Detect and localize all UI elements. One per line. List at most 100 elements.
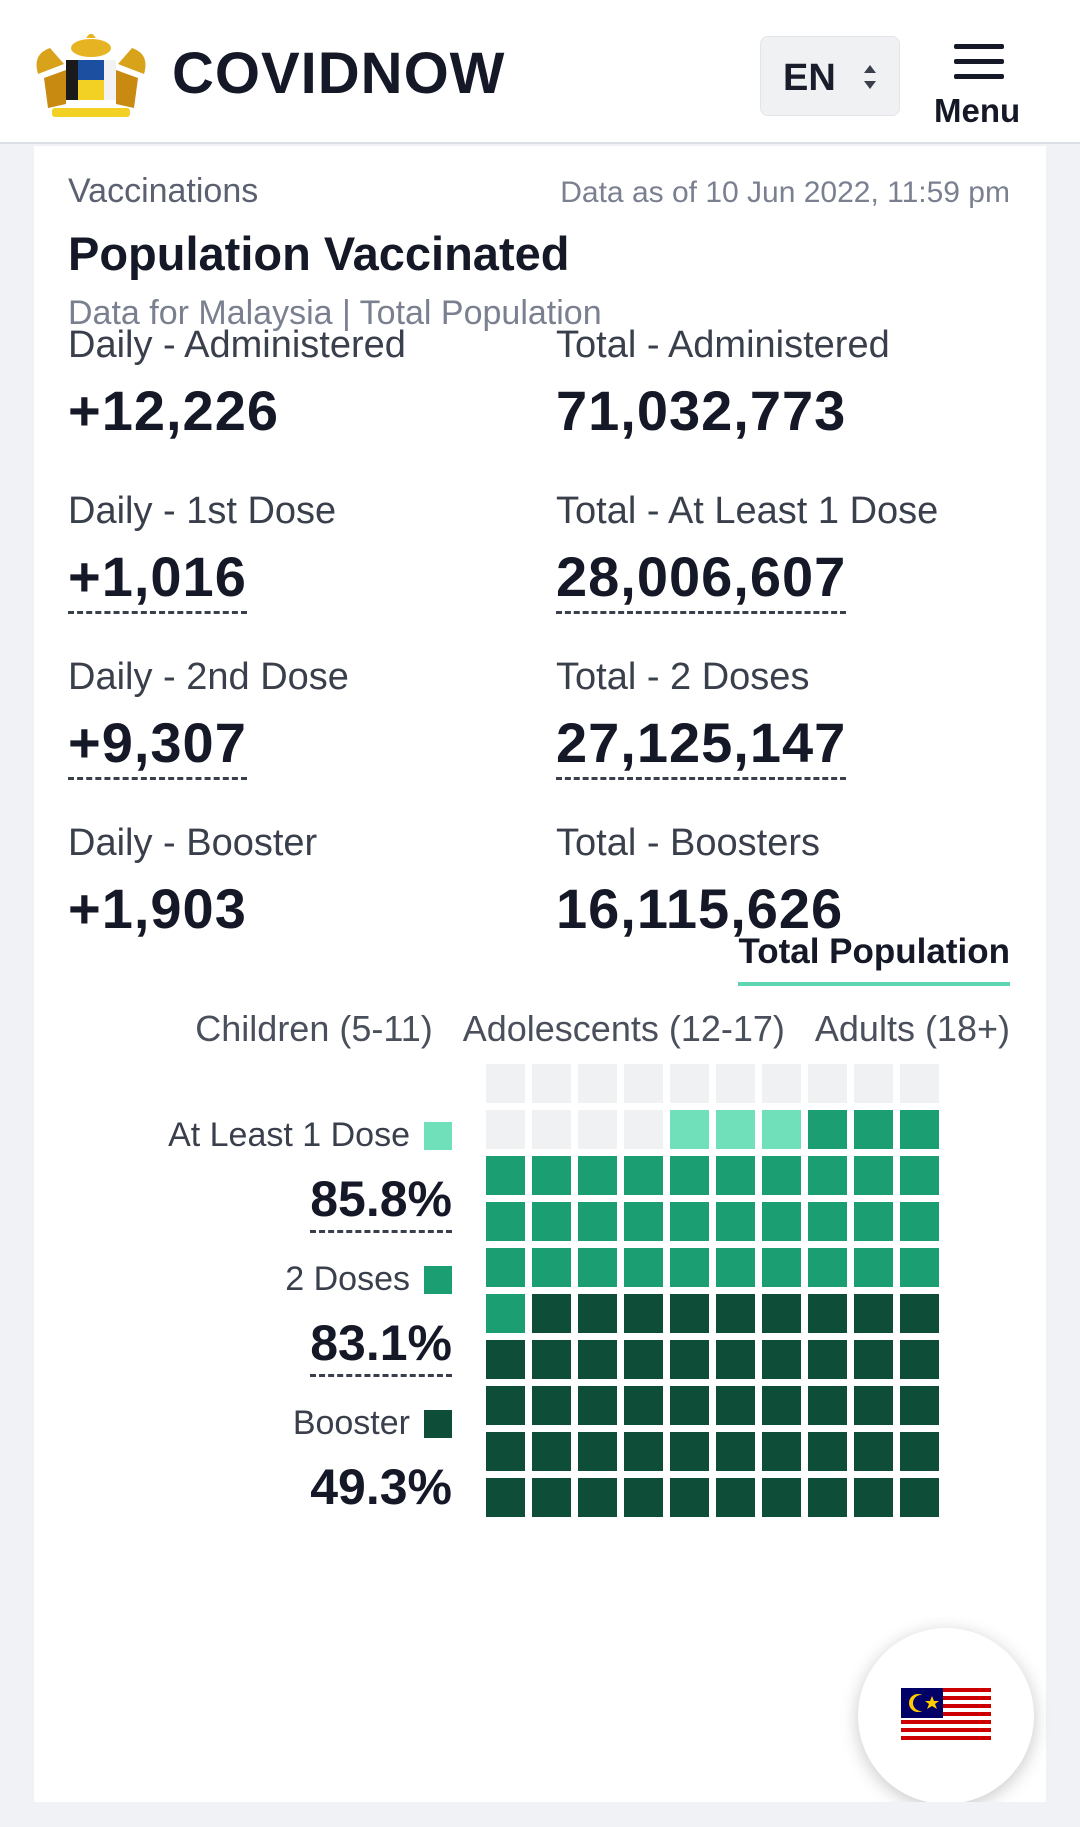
stat-value-total-boosters: 16,115,626 bbox=[556, 877, 844, 940]
stat-label-daily-administered: Daily - Administered bbox=[68, 324, 406, 366]
waffle-cell-booster bbox=[762, 1386, 801, 1425]
stat-value-total-at-least-1-dose[interactable]: 28,006,607 bbox=[556, 544, 847, 614]
waffle-cell-booster bbox=[900, 1294, 939, 1333]
filter-adults[interactable]: Adults (18+) bbox=[814, 1008, 1010, 1049]
waffle-cell-booster bbox=[670, 1294, 709, 1333]
waffle-cell-empty bbox=[578, 1064, 617, 1103]
waffle-cell-booster bbox=[854, 1432, 893, 1471]
age-group-filters: Children (5-11) Adolescents (12-17) Adul… bbox=[195, 1008, 1010, 1050]
waffle-cell-booster bbox=[808, 1294, 847, 1333]
stat-value-daily-booster: +1,903 bbox=[68, 877, 247, 940]
hamburger-menu-icon bbox=[954, 44, 1004, 79]
waffle-cell-booster bbox=[578, 1432, 617, 1471]
filter-children[interactable]: Children (5-11) bbox=[195, 1008, 433, 1049]
waffle-cell-booster bbox=[762, 1340, 801, 1379]
bottom-strip bbox=[0, 1802, 1080, 1827]
waffle-cell-two-doses bbox=[532, 1156, 571, 1195]
legend-swatch-booster bbox=[424, 1409, 452, 1438]
waffle-cell-two-doses bbox=[670, 1156, 709, 1195]
waffle-cell-booster bbox=[716, 1294, 755, 1333]
waffle-cell-two-doses bbox=[900, 1248, 939, 1287]
sort-arrows-icon bbox=[864, 65, 876, 89]
waffle-chart bbox=[486, 1064, 946, 1524]
legend-swatch-at-least-1-dose bbox=[424, 1121, 452, 1150]
waffle-cell-booster bbox=[670, 1340, 709, 1379]
waffle-cell-booster bbox=[578, 1386, 617, 1425]
waffle-cell-booster bbox=[762, 1294, 801, 1333]
waffle-cell-booster bbox=[854, 1478, 893, 1517]
waffle-cell-at-least-1-dose bbox=[762, 1110, 801, 1149]
waffle-cell-at-least-1-dose bbox=[716, 1110, 755, 1149]
waffle-cell-two-doses bbox=[486, 1156, 525, 1195]
pct-2-doses[interactable]: 83.1% bbox=[310, 1314, 452, 1377]
stat-value-daily-administered: +12,226 bbox=[68, 379, 279, 442]
waffle-cell-two-doses bbox=[624, 1202, 663, 1241]
waffle-cell-empty bbox=[486, 1110, 525, 1149]
waffle-legend: At Least 1 Dose 85.8% 2 Doses 83.1% Boos… bbox=[34, 146, 452, 1802]
waffle-cell-two-doses bbox=[532, 1248, 571, 1287]
waffle-cell-booster bbox=[808, 1478, 847, 1517]
menu-button[interactable]: Menu bbox=[930, 36, 1050, 130]
country-flag-button[interactable] bbox=[858, 1628, 1034, 1804]
waffle-cell-empty bbox=[762, 1064, 801, 1103]
language-selector[interactable]: EN bbox=[760, 36, 900, 116]
waffle-cell-booster bbox=[624, 1294, 663, 1333]
menu-label: Menu bbox=[934, 92, 1021, 129]
stat-value-daily-2nd-dose[interactable]: +9,307 bbox=[68, 710, 247, 780]
waffle-cell-booster bbox=[486, 1478, 525, 1517]
brand-title[interactable]: COVIDNOW bbox=[172, 41, 506, 106]
waffle-cell-two-doses bbox=[716, 1156, 755, 1195]
waffle-cell-two-doses bbox=[578, 1202, 617, 1241]
waffle-cell-booster bbox=[808, 1432, 847, 1471]
waffle-cell-two-doses bbox=[808, 1156, 847, 1195]
waffle-cell-booster bbox=[578, 1478, 617, 1517]
section-label: Vaccinations bbox=[68, 172, 259, 210]
waffle-cell-booster bbox=[900, 1432, 939, 1471]
pct-at-least-1-dose[interactable]: 85.8% bbox=[310, 1170, 452, 1233]
waffle-cell-two-doses bbox=[486, 1294, 525, 1333]
population-vaccinated-card: Vaccinations Data as of 10 Jun 2022, 11:… bbox=[34, 146, 1046, 1802]
legend-swatch-2-doses bbox=[424, 1265, 452, 1294]
stat-label-total-2-doses: Total - 2 Doses bbox=[556, 656, 810, 698]
data-timestamp: Data as of 10 Jun 2022, 11:59 pm bbox=[560, 176, 1010, 209]
card-title: Population Vaccinated bbox=[68, 227, 570, 280]
filter-adolescents[interactable]: Adolescents (12-17) bbox=[462, 1008, 785, 1049]
waffle-cell-booster bbox=[670, 1432, 709, 1471]
waffle-cell-booster bbox=[624, 1478, 663, 1517]
waffle-cell-two-doses bbox=[532, 1202, 571, 1241]
waffle-cell-booster bbox=[486, 1340, 525, 1379]
waffle-cell-booster bbox=[624, 1432, 663, 1471]
stat-value-daily-1st-dose[interactable]: +1,016 bbox=[68, 544, 247, 614]
waffle-cell-two-doses bbox=[762, 1248, 801, 1287]
waffle-cell-booster bbox=[716, 1340, 755, 1379]
tab-total-population[interactable]: Total Population bbox=[738, 932, 1010, 986]
legend-label-at-least-1-dose: At Least 1 Dose bbox=[168, 1116, 410, 1154]
language-code: EN bbox=[783, 57, 836, 99]
waffle-cell-two-doses bbox=[670, 1248, 709, 1287]
legend-label-booster: Booster bbox=[292, 1404, 410, 1442]
waffle-cell-two-doses bbox=[578, 1248, 617, 1287]
waffle-cell-booster bbox=[578, 1340, 617, 1379]
stat-value-total-administered: 71,032,773 bbox=[556, 379, 847, 442]
waffle-cell-booster bbox=[716, 1432, 755, 1471]
waffle-cell-empty bbox=[578, 1110, 617, 1149]
top-header: COVIDNOW EN Menu bbox=[0, 0, 1080, 144]
waffle-cell-booster bbox=[716, 1478, 755, 1517]
stat-label-total-at-least-1-dose: Total - At Least 1 Dose bbox=[556, 490, 939, 532]
waffle-cell-two-doses bbox=[624, 1156, 663, 1195]
waffle-cell-two-doses bbox=[808, 1202, 847, 1241]
legend-label-2-doses: 2 Doses bbox=[285, 1260, 410, 1298]
waffle-cell-booster bbox=[670, 1478, 709, 1517]
stat-value-total-2-doses[interactable]: 27,125,147 bbox=[556, 710, 847, 780]
waffle-cell-empty bbox=[670, 1064, 709, 1103]
waffle-cell-at-least-1-dose bbox=[670, 1110, 709, 1149]
waffle-cell-two-doses bbox=[624, 1248, 663, 1287]
waffle-cell-empty bbox=[854, 1064, 893, 1103]
waffle-cell-booster bbox=[486, 1432, 525, 1471]
waffle-cell-two-doses bbox=[716, 1202, 755, 1241]
malaysia-coat-of-arms-icon[interactable] bbox=[30, 34, 152, 120]
waffle-cell-booster bbox=[900, 1478, 939, 1517]
waffle-cell-empty bbox=[716, 1064, 755, 1103]
waffle-cell-empty bbox=[624, 1064, 663, 1103]
waffle-cell-booster bbox=[854, 1386, 893, 1425]
